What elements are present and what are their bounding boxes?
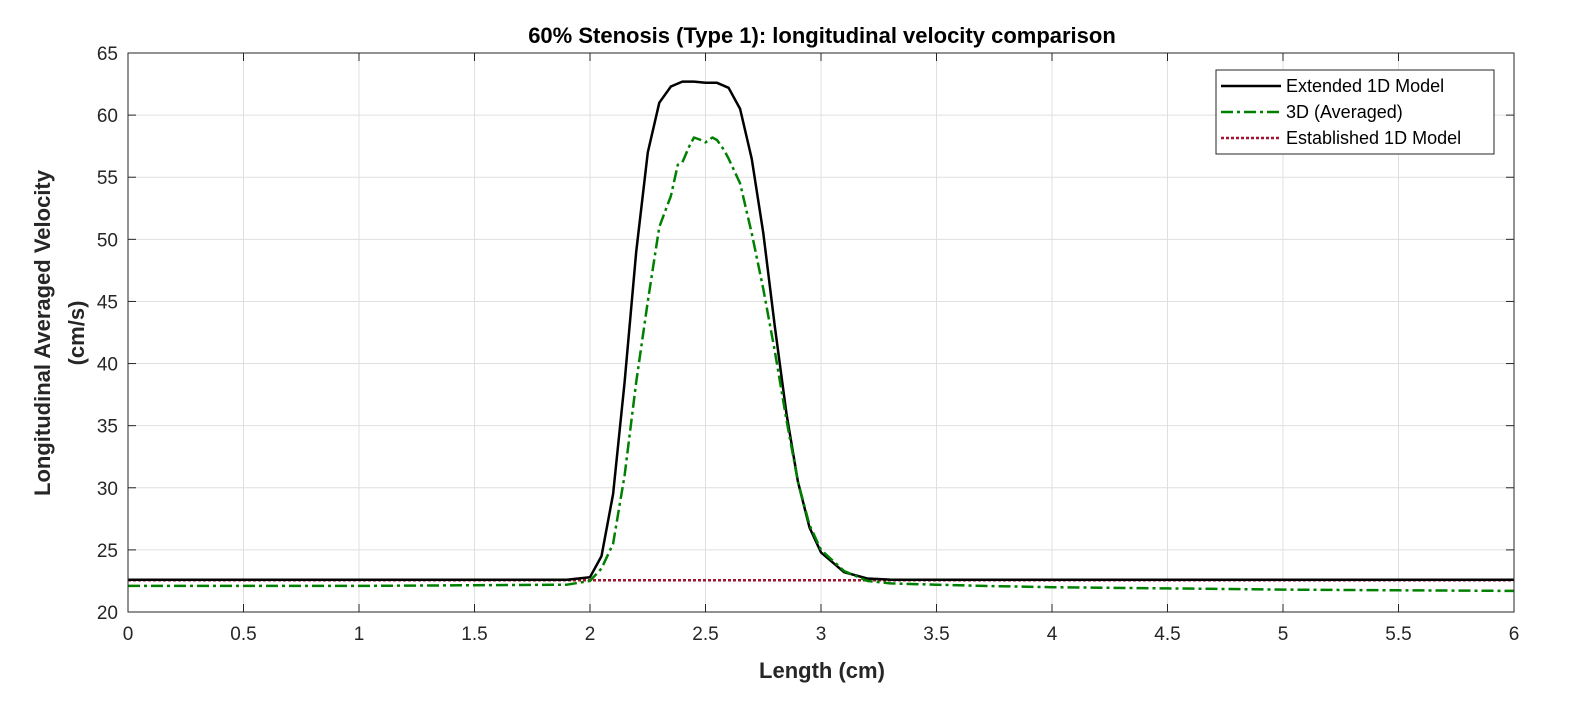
series-line-3d-averaged [128,136,1515,593]
y-tick-label: 65 [97,44,118,65]
chart-title: 60% Stenosis (Type 1): longitudinal velo… [528,23,1116,48]
y-axis-label-line1: Longitudinal Averaged Velocity [30,169,55,496]
y-tick-label: 55 [97,168,118,189]
x-tick-label: 2.5 [692,624,718,645]
x-tick-label: 2 [585,624,596,645]
y-tick-label: 20 [97,603,118,624]
x-tick-label: 1 [354,624,365,645]
y-axis-label-line2: (cm/s) [64,301,89,366]
y-tick-label: 30 [97,479,118,500]
x-tick-label: 5 [1278,624,1289,645]
x-tick-label: 4 [1047,624,1058,645]
legend-label-established-1d: Established 1D Model [1286,128,1461,148]
x-tick-label: 3.5 [923,624,949,645]
series-line-extended-1d [128,80,1514,581]
legend-label-3d-averaged: 3D (Averaged) [1286,102,1403,122]
x-axis-label: Length (cm) [759,658,885,683]
x-tick-label: 3 [816,624,827,645]
x-tick-label: 6 [1509,624,1520,645]
y-tick-label: 60 [97,106,118,127]
y-tick-label: 50 [97,230,118,251]
legend: Extended 1D Model 3D (Averaged) Establis… [1215,69,1495,155]
x-tick-label: 0.5 [230,624,256,645]
y-tick-label: 45 [97,292,118,313]
y-tick-label: 35 [97,417,118,438]
legend-label-extended-1d: Extended 1D Model [1286,76,1444,96]
x-tick-label: 1.5 [461,624,487,645]
x-tick-label: 4.5 [1154,624,1180,645]
series-lines [128,80,1515,593]
y-tick-label: 40 [97,355,118,376]
x-tick-label: 0 [123,624,134,645]
y-tick-label: 25 [97,541,118,562]
x-tick-label: 5.5 [1385,624,1411,645]
axis-ticks: 0 0.5 1 1.5 2 2.5 3 3.5 4 4.5 5 5.5 6 20 25 30 35 40 45 50 5… [97,44,1519,645]
